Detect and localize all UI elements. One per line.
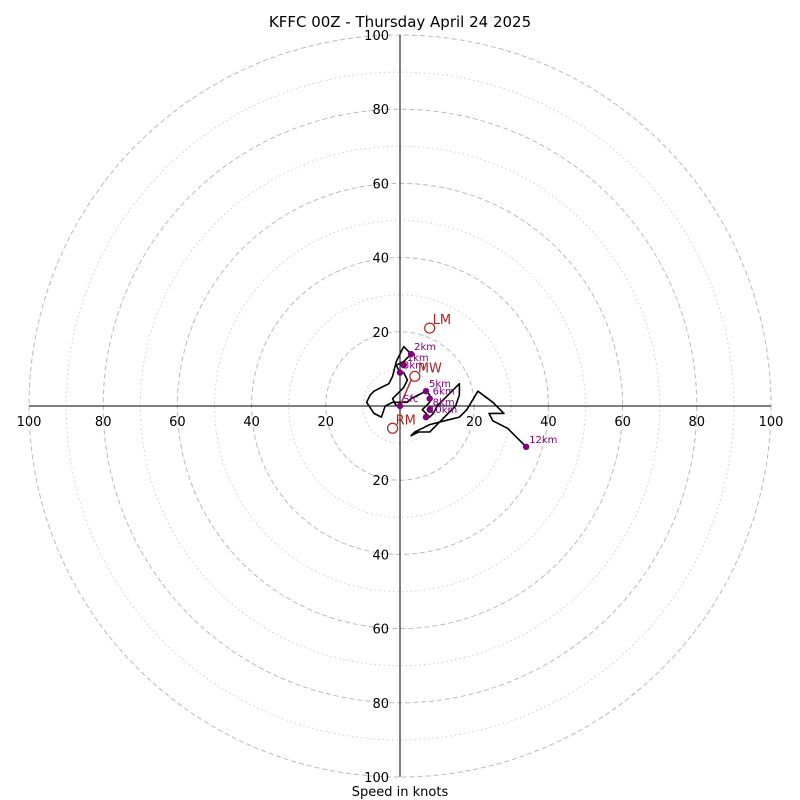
height-point-10km — [422, 413, 430, 421]
height-point-2km — [407, 350, 415, 358]
height-label-2km: 2km — [414, 342, 436, 353]
shear-vector — [399, 379, 412, 407]
tick-left-100: 100 — [17, 415, 42, 430]
tick-bottom-100: 100 — [364, 771, 389, 786]
tick-bottom-40: 40 — [372, 548, 389, 563]
tick-right-40: 40 — [540, 415, 557, 430]
storm-label-rm: RM — [396, 413, 416, 428]
x-axis-label: Speed in knots — [352, 785, 449, 800]
tick-top-80: 80 — [372, 103, 389, 118]
chart-title: KFFC 00Z - Thursday April 24 2025 — [269, 13, 531, 31]
tick-right-20: 20 — [466, 415, 483, 430]
height-point-5km — [422, 387, 430, 395]
tick-left-80: 80 — [95, 415, 112, 430]
height-label-8km: 8km — [433, 398, 455, 409]
tick-right-100: 100 — [759, 415, 784, 430]
hodograph-line — [365, 345, 527, 448]
height-point-3km — [396, 369, 404, 376]
tick-labels: 20 20 20 20 40 40 40 40 60 60 60 60 80 80 80 80 100 100 10… — [17, 29, 784, 786]
height-label-10km: 10km — [429, 405, 457, 416]
height-label-6km: 6km — [433, 387, 455, 398]
height-point-sfc — [396, 402, 404, 410]
height-point-6km — [426, 395, 433, 402]
tick-bottom-80: 80 — [372, 697, 389, 712]
hodograph-trace — [365, 345, 527, 448]
storm-label-lm: LM — [433, 313, 451, 328]
storm-marker-lm — [424, 322, 436, 334]
tick-right-80: 80 — [689, 415, 706, 430]
tick-top-40: 40 — [372, 252, 389, 267]
tick-top-60: 60 — [372, 177, 389, 192]
tick-top-20: 20 — [372, 326, 389, 341]
storm-marker-rm — [386, 422, 399, 434]
tick-left-20: 20 — [318, 415, 335, 430]
height-label-12km: 12km — [529, 435, 557, 446]
height-label-3km: 3km — [403, 361, 425, 372]
height-label-sfc: Sfc — [403, 394, 418, 405]
storm-label-mw: MW — [418, 361, 442, 376]
height-label-1km: 1km — [407, 353, 429, 364]
height-label-5km: 5km — [429, 379, 451, 390]
height-point-1km — [400, 361, 407, 369]
tick-top-100: 100 — [364, 29, 389, 44]
tick-left-40: 40 — [243, 415, 260, 430]
height-point-8km — [426, 406, 433, 413]
storm-marker-mw — [409, 370, 421, 382]
tick-bottom-60: 60 — [372, 623, 389, 638]
tick-left-60: 60 — [169, 415, 186, 430]
height-point-12km — [522, 443, 530, 451]
tick-bottom-20: 20 — [372, 474, 389, 489]
storm-motion-markers: LM MW RM — [386, 313, 451, 434]
tick-right-60: 60 — [614, 415, 631, 430]
